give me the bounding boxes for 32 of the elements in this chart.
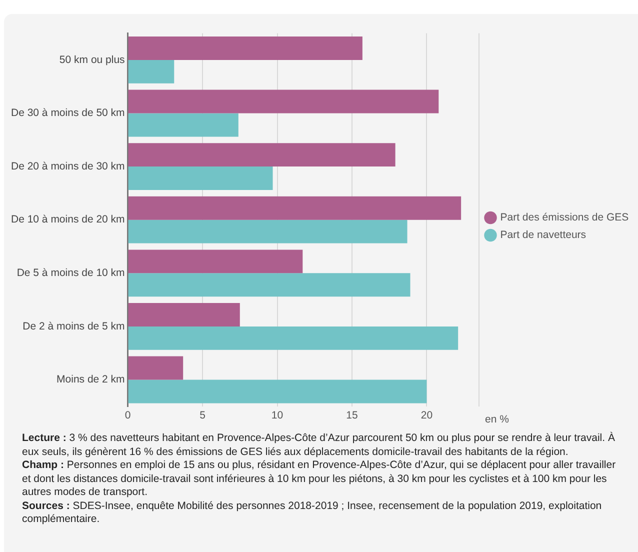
bar	[128, 356, 184, 380]
source-note: Sources : SDES-Insee, enquête Mobilité des personnes 2018-2019 ; Insee, recensement de la population 2019, exploitation complémentaire.	[22, 500, 603, 526]
bar	[128, 380, 427, 404]
y-tick-label: Moins de 2 km	[56, 374, 126, 386]
bar	[128, 220, 408, 244]
x-tick-label: 20	[420, 410, 433, 422]
y-tick-label: 50 km ou plus	[59, 54, 125, 66]
bar	[128, 113, 238, 137]
legend-label: Part des émissions de GES	[500, 212, 629, 224]
x-tick-label: 0	[124, 410, 131, 422]
y-tick-label: De 30 à moins de 50 km	[10, 107, 126, 120]
bar	[128, 36, 362, 60]
bar	[128, 326, 458, 350]
x-tick-label: 5	[200, 410, 206, 422]
x-tick-label: 10	[271, 410, 284, 422]
text: Champ : Personnes en emploi de 15 ans ou plus, résidant en Provence-Alpes-Côte d’Azur, qui se déplacent pour aller travailler et dont les distances domicile-travail sont inférieures à 10 km pour les piétons, à 30 km pour les cyclistes et à 100 km pour les autres modes de transport.	[22, 459, 617, 500]
legend-label: Part de navetteurs	[500, 229, 586, 242]
bar	[128, 196, 462, 220]
bar	[128, 143, 396, 167]
bar	[128, 166, 273, 190]
x-tick-label: 15	[346, 410, 358, 422]
text: Lecture : 3 % des navetteurs habitant en Provence-Alpes-Côte d’Azur parcourent 50 km ou plus pour se rendre à leur travail. À eux seuls, ils génèrent 16 % des émissions de GES liés aux déplacements domicile-travail des habitants de la région.	[22, 432, 616, 459]
bar	[128, 90, 439, 114]
bar	[128, 60, 174, 84]
y-tick-label: De 2 à moins de 5 km	[22, 320, 126, 332]
bar	[128, 303, 240, 326]
y-tick-label: De 20 à moins de 30 km	[10, 160, 126, 172]
bar	[128, 273, 410, 297]
y-tick-label: De 10 à moins de 20 km	[10, 214, 126, 226]
x-axis-title: en %	[485, 413, 509, 426]
y-tick-label: De 5 à moins de 10 km	[16, 267, 126, 280]
bar	[128, 250, 303, 274]
